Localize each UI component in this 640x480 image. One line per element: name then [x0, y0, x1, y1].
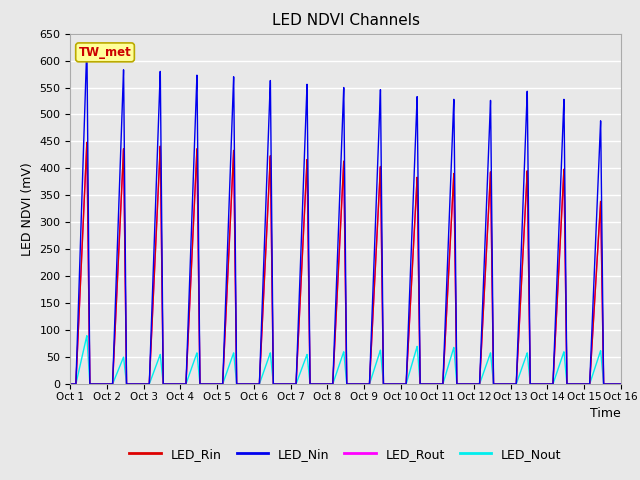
LED_Nout	[184, 375, 192, 381]
LED_Nout	[67, 381, 74, 387]
Line: LED_Nin: LED_Nin	[70, 46, 621, 384]
LED_Nout	[500, 381, 508, 387]
LED_Rin	[184, 334, 192, 339]
LED_Nin	[617, 381, 625, 387]
LED_Rout	[500, 381, 508, 387]
LED_Nin	[184, 319, 192, 324]
Title: LED NDVI Channels: LED NDVI Channels	[271, 13, 420, 28]
LED_Rin	[67, 381, 74, 387]
LED_Rout	[67, 381, 74, 387]
LED_Rout	[422, 381, 429, 387]
LED_Nout	[615, 381, 623, 387]
LED_Nout	[422, 381, 429, 387]
LED_Rout	[83, 141, 91, 146]
LED_Nin	[422, 381, 429, 387]
LED_Nout	[83, 333, 91, 338]
LED_Rin	[179, 381, 186, 387]
Line: LED_Nout: LED_Nout	[70, 336, 621, 384]
Line: LED_Rout: LED_Rout	[70, 144, 621, 384]
Line: LED_Rin: LED_Rin	[70, 142, 621, 384]
Legend: LED_Rin, LED_Nin, LED_Rout, LED_Nout: LED_Rin, LED_Nin, LED_Rout, LED_Nout	[124, 443, 567, 466]
LED_Rin	[615, 381, 623, 387]
LED_Nin	[83, 43, 91, 48]
LED_Nout	[179, 381, 186, 387]
Text: TW_met: TW_met	[79, 46, 131, 59]
LED_Nin	[500, 381, 508, 387]
Y-axis label: LED NDVI (mV): LED NDVI (mV)	[21, 162, 34, 256]
LED_Nout	[273, 381, 280, 387]
LED_Rout	[617, 381, 625, 387]
LED_Rout	[615, 381, 623, 387]
LED_Rin	[617, 381, 625, 387]
LED_Nout	[617, 381, 625, 387]
LED_Rin	[500, 381, 508, 387]
LED_Rout	[179, 381, 186, 387]
LED_Rin	[422, 381, 429, 387]
LED_Rin	[273, 381, 280, 387]
LED_Nin	[273, 381, 280, 387]
LED_Rout	[184, 334, 192, 340]
LED_Nin	[179, 381, 186, 387]
LED_Nin	[67, 381, 74, 387]
LED_Rin	[83, 139, 91, 145]
LED_Rout	[273, 381, 280, 387]
X-axis label: Time: Time	[590, 407, 621, 420]
LED_Nin	[615, 381, 623, 387]
